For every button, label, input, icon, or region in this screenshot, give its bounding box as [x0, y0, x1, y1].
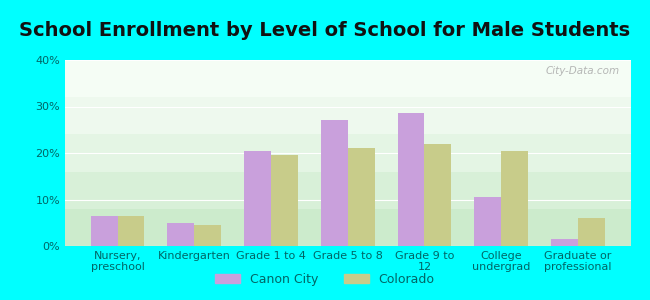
Bar [65, 60, 630, 97]
Bar [578, 218, 604, 246]
Bar [398, 113, 424, 246]
Bar [65, 134, 630, 172]
Bar [168, 223, 194, 246]
Bar [118, 216, 144, 246]
Legend: Canon City, Colorado: Canon City, Colorado [211, 268, 439, 291]
Bar [194, 225, 221, 246]
Bar [321, 120, 348, 246]
Bar [474, 197, 501, 246]
Bar [424, 144, 451, 246]
Bar [65, 209, 630, 246]
Text: City-Data.com: City-Data.com [545, 66, 619, 76]
Bar [501, 151, 528, 246]
Bar [551, 239, 578, 246]
Bar [348, 148, 374, 246]
Bar [65, 172, 630, 209]
Bar [244, 151, 271, 246]
Bar [91, 216, 118, 246]
Bar [271, 155, 298, 246]
Text: School Enrollment by Level of School for Male Students: School Enrollment by Level of School for… [20, 21, 630, 40]
Bar [65, 97, 630, 134]
